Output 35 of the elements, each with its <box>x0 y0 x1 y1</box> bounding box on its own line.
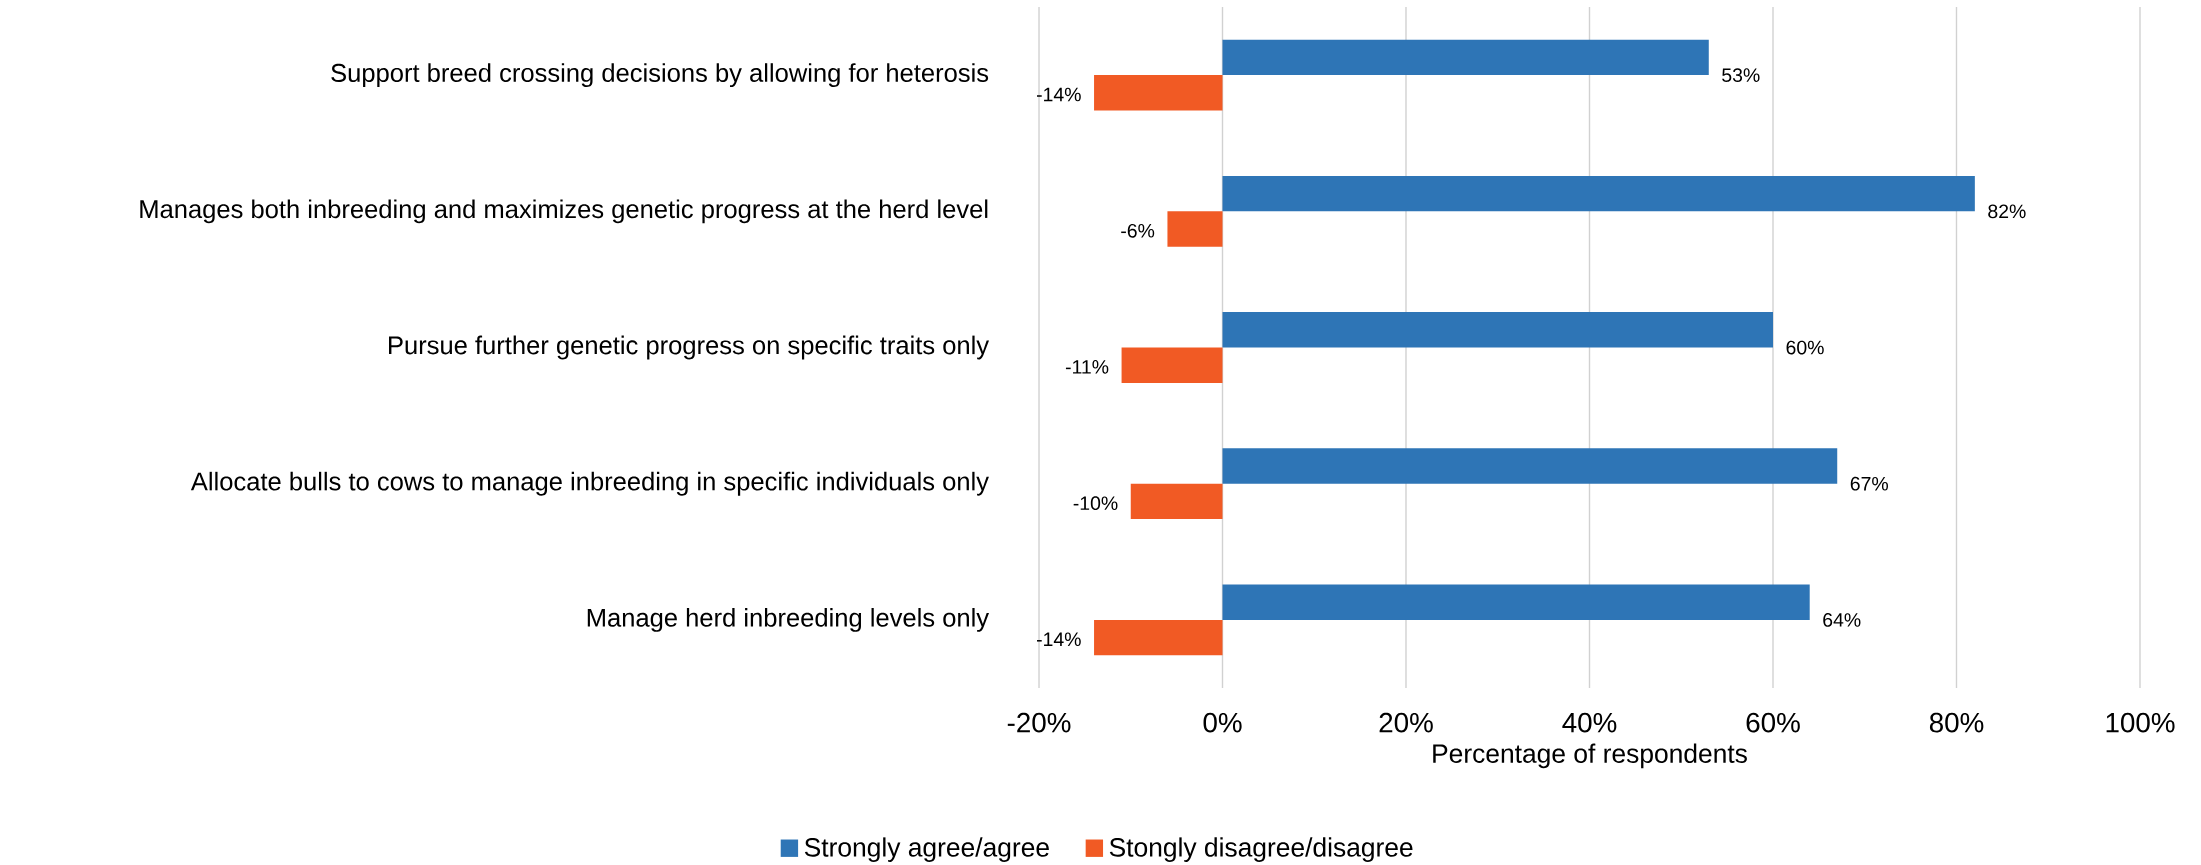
x-tick-label: 20% <box>1379 712 1433 733</box>
legend-label: Strongly agree/agree <box>804 837 1049 862</box>
data-label: -6% <box>1121 223 1155 238</box>
bar <box>1222 312 1773 348</box>
x-tick-label: 60% <box>1746 712 1800 733</box>
y-tick-label: Support breed crossing decisions by allowing for heterosis <box>331 63 989 88</box>
y-tick-label: Manage herd inbreeding levels only <box>587 608 990 632</box>
bar <box>1222 584 1810 620</box>
bar <box>1222 448 1838 484</box>
data-label: 64% <box>1823 613 1861 627</box>
data-label: 60% <box>1786 340 1824 355</box>
bar <box>1094 75 1223 111</box>
data-label: 67% <box>1850 476 1888 491</box>
data-label: -14% <box>1036 632 1081 647</box>
x-tick-label: 100% <box>2106 712 2175 733</box>
x-tick-label: 80% <box>1929 712 1984 733</box>
x-tick-label: 0% <box>1203 712 1242 733</box>
bar <box>1222 175 1975 212</box>
data-label: -14% <box>1036 87 1081 102</box>
bar <box>1121 347 1223 383</box>
data-label: 82% <box>1988 204 2026 219</box>
legend-label: Stongly disagree/disagree <box>1109 837 1413 862</box>
x-tick-label: -20% <box>1007 712 1071 733</box>
bar <box>1130 483 1223 520</box>
x-tick-label: 40% <box>1562 712 1617 733</box>
data-label: -10% <box>1073 496 1118 511</box>
bar <box>1094 619 1223 656</box>
bar <box>1222 39 1709 76</box>
y-tick-label: Pursue further genetic progress on specific traits only <box>389 335 990 360</box>
x-axis-title: Percentage of respondents <box>1433 743 1747 769</box>
data-label: 53% <box>1722 68 1760 82</box>
data-label: -11% <box>1065 360 1109 374</box>
bar <box>1167 211 1223 247</box>
y-tick-label: Allocate bulls to cows to manage inbreeding in specific individuals only <box>190 471 989 496</box>
y-tick-label: Manages both inbreeding and maximizes genetic progress at the herd level <box>140 199 988 224</box>
